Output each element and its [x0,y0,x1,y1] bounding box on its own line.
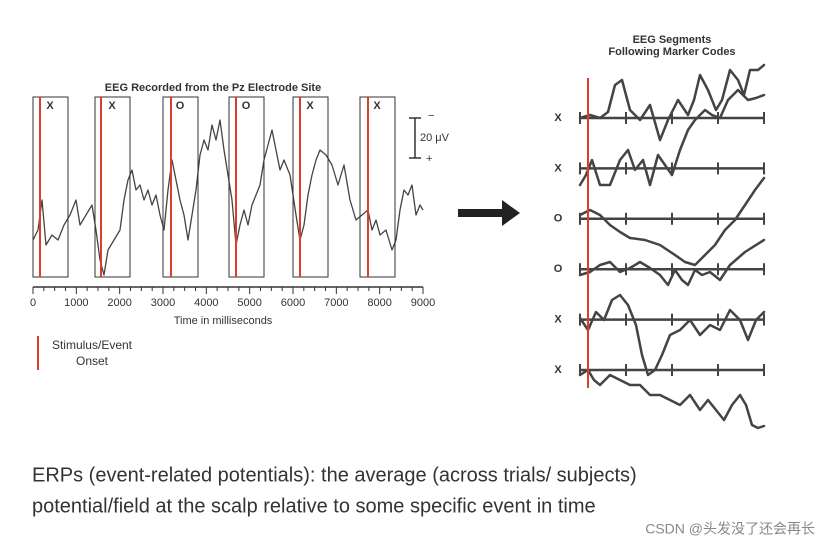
marker-box [292,96,329,278]
row-label: O [554,263,563,275]
segment-trace [578,88,766,187]
right-title: Following Marker Codes [608,46,735,58]
arrow [458,200,520,226]
segment-trace [578,63,766,142]
axis-tick-label: 2000 [107,297,131,309]
axis-tick-label: 5000 [237,297,261,309]
box-label: X [108,100,116,112]
box-label: X [306,100,314,112]
scale-plus: + [426,153,432,165]
row-label: X [554,112,562,124]
segment-trace [578,293,766,377]
row-label: X [554,162,562,174]
box-label: X [46,100,54,112]
box-label: X [373,100,381,112]
left-title: EEG Recorded from the Pz Electrode Site [105,82,321,94]
axis-tick-label: 6000 [281,297,305,309]
axis-tick-label: 9000 [411,297,435,309]
segment-trace [578,368,766,430]
segment-trace [578,176,766,267]
axis-label: Time in milliseconds [174,315,273,327]
axis-tick-label: 1000 [64,297,88,309]
row-label: O [554,213,563,225]
right-title: EEG Segments [633,34,712,46]
marker-box [162,96,199,278]
marker-box [94,96,131,278]
marker-box [228,96,265,278]
axis-tick-label: 4000 [194,297,218,309]
axis-tick-label: 8000 [367,297,391,309]
scale-value: 20 μV [420,132,450,144]
caption: potential/field at the scalp relative to… [32,495,596,517]
legend-text: Stimulus/Event [52,338,133,352]
row-label: X [554,314,562,326]
box-label: O [242,100,251,112]
axis-tick-label: 0 [30,297,36,309]
legend-text: Onset [76,354,109,368]
scale-minus: − [428,110,434,122]
segment-trace [578,238,766,287]
eeg-trace [32,119,424,276]
axis-tick-label: 7000 [324,297,348,309]
axis-tick-label: 3000 [151,297,175,309]
box-label: O [176,100,185,112]
caption: ERPs (event-related potentials): the ave… [32,464,637,486]
watermark: CSDN @头发没了还会再长 [645,521,815,537]
marker-box [359,96,396,278]
row-label: X [554,364,562,376]
marker-box [32,96,69,278]
